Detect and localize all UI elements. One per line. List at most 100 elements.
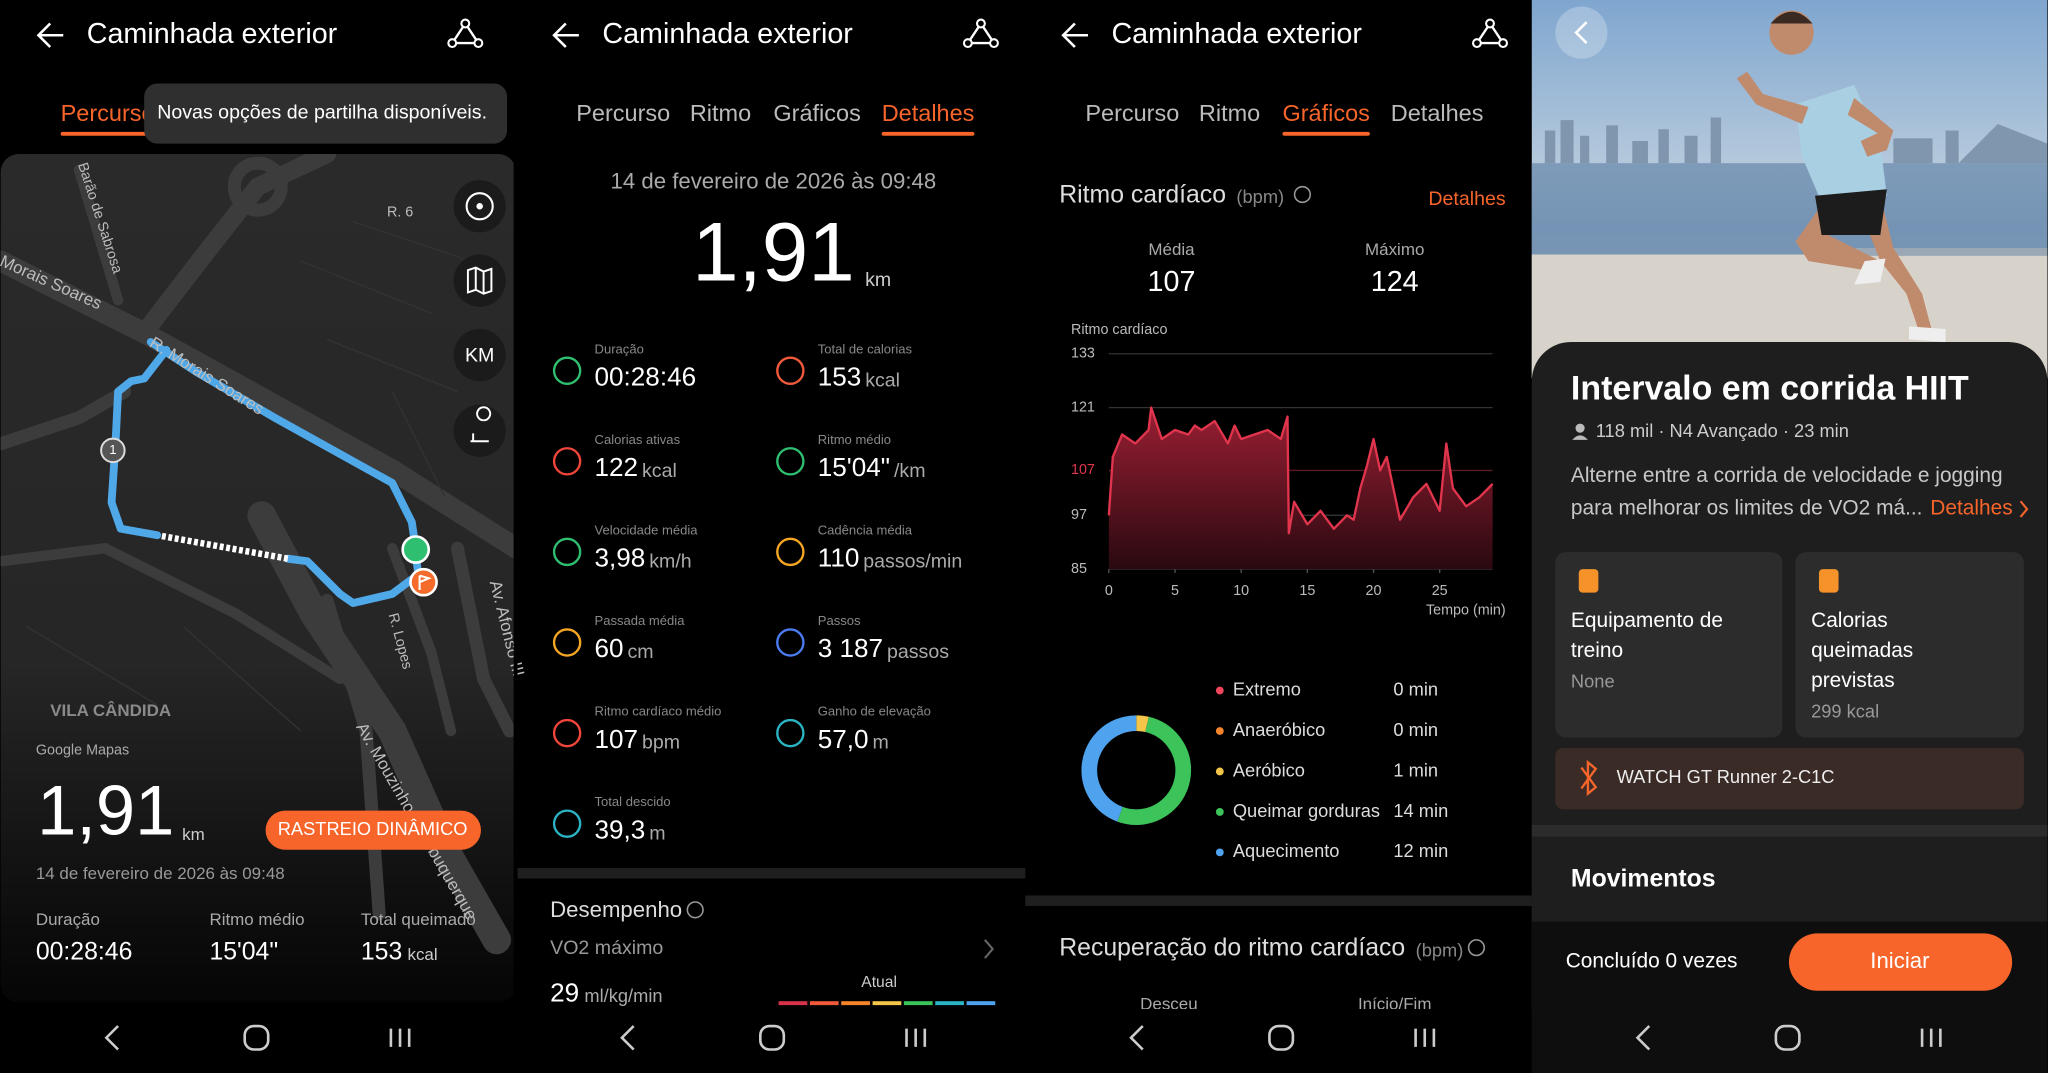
info-icon xyxy=(1467,939,1486,957)
map-credit: Google Mapas xyxy=(36,742,129,758)
metric-label: Velocidade média xyxy=(595,522,699,537)
scale-segment xyxy=(966,1001,996,1006)
section-title: Recuperação do ritmo cardíaco xyxy=(1059,935,1405,962)
nav-bar xyxy=(1025,1009,1532,1073)
card-title: treino xyxy=(1571,639,1623,662)
legend-dot xyxy=(1215,767,1224,776)
metric-value: 3 187 xyxy=(818,633,883,663)
nav-recents[interactable] xyxy=(389,1028,411,1047)
start-button[interactable] xyxy=(1788,933,2013,991)
tab[interactable]: Detalhes xyxy=(1391,100,1484,126)
scale-segment xyxy=(872,1001,902,1006)
metric-value: 00:28:46 xyxy=(595,361,697,391)
tooltip-text: Novas opções de partilha disponíveis. xyxy=(157,102,487,124)
section-title: Desempenho xyxy=(550,897,682,922)
metric-value: 29 xyxy=(550,978,579,1008)
tab[interactable]: Percurso xyxy=(61,100,155,126)
card-value: None xyxy=(1571,671,1615,692)
metric-unit: kcal xyxy=(642,460,677,482)
column-label: Desceu xyxy=(1140,995,1197,1014)
stat-value: 107 xyxy=(1148,266,1196,298)
tracking-button[interactable] xyxy=(265,810,481,850)
stat-label: Duração xyxy=(36,910,100,929)
stat-label: Máximo xyxy=(1365,240,1424,259)
legend-label: Aquecimento xyxy=(1233,840,1340,861)
info-icon xyxy=(686,901,704,919)
metric-icon xyxy=(552,718,582,748)
legend-value: 0 min xyxy=(1393,719,1438,740)
legend-value: 14 min xyxy=(1393,800,1448,821)
legend-label: Anaeróbico xyxy=(1233,719,1325,740)
distance-value: 1,91 xyxy=(37,770,174,849)
line xyxy=(1107,406,1494,535)
nav-home[interactable] xyxy=(1774,1024,1801,1051)
nav-recents[interactable] xyxy=(1920,1028,1942,1047)
tab[interactable]: Ritmo xyxy=(1199,100,1260,126)
metric-value: 60 xyxy=(595,633,624,663)
locate-icon xyxy=(465,192,494,221)
nav-back[interactable] xyxy=(104,1025,120,1051)
legend-label: Aeróbico xyxy=(1233,759,1305,780)
card-title: Equipamento de xyxy=(1571,609,1723,632)
workout-title: Intervalo em corrida HIIT xyxy=(1571,369,1969,407)
stat-label: Ritmo médio xyxy=(209,910,304,929)
scale-marker: Atual xyxy=(861,974,897,991)
metric-icon xyxy=(776,356,805,385)
tab[interactable]: Gráficos xyxy=(1282,100,1369,126)
tab-underline xyxy=(1282,131,1370,136)
metric-value: 57,0 xyxy=(818,724,869,754)
legend-dot xyxy=(1215,848,1224,857)
details-link[interactable]: Detalhes xyxy=(1930,497,2012,520)
map-control[interactable] xyxy=(453,404,506,457)
nav-home[interactable] xyxy=(759,1024,786,1051)
details-link[interactable]: Detalhes xyxy=(1428,188,1505,210)
share-node xyxy=(473,38,484,49)
map-control[interactable] xyxy=(453,328,506,382)
metric-value: 153 xyxy=(818,361,862,391)
card-title: Calorias xyxy=(1811,609,1888,632)
metric-icon xyxy=(552,537,582,567)
page-title: Caminhada exterior xyxy=(602,18,853,50)
nav-recents[interactable] xyxy=(905,1028,927,1047)
date: 14 de fevereiro de 2026 às 09:48 xyxy=(611,169,937,194)
metric-label: Ganho de elevação xyxy=(818,704,931,719)
tab[interactable]: Ritmo xyxy=(690,100,751,126)
metric-value: 39,3 xyxy=(595,814,646,844)
tab[interactable]: Percurso xyxy=(1085,100,1179,126)
metric-unit: cm xyxy=(627,641,653,663)
divider xyxy=(1531,824,2048,837)
back-button[interactable] xyxy=(1574,21,1588,44)
metric-label: Duração xyxy=(595,341,644,356)
distance-unit: km xyxy=(182,825,205,844)
tab[interactable]: Percurso xyxy=(576,100,670,126)
share-node xyxy=(447,38,458,49)
nav-back[interactable] xyxy=(1635,1025,1651,1051)
back-button[interactable] xyxy=(1061,22,1088,48)
map-control[interactable] xyxy=(453,254,506,307)
x-tick-label: 0 xyxy=(1105,583,1113,599)
tab[interactable]: Detalhes xyxy=(882,100,975,126)
y-tick-label: 133 xyxy=(1071,346,1095,362)
share-node xyxy=(1471,38,1482,49)
back-button[interactable] xyxy=(552,22,579,48)
nav-back[interactable] xyxy=(620,1025,635,1051)
card-title: queimadas xyxy=(1811,639,1913,662)
back-button[interactable] xyxy=(36,22,64,48)
x-tick-label: 15 xyxy=(1299,583,1315,599)
legend-value: 0 min xyxy=(1393,678,1438,699)
tab[interactable]: Gráficos xyxy=(773,100,860,126)
metric-label: Calorias ativas xyxy=(595,432,681,447)
nav-recents[interactable] xyxy=(1414,1028,1436,1047)
description: Alterne entre a corrida de velocidade e … xyxy=(1571,464,2003,487)
nav-home[interactable] xyxy=(243,1024,270,1051)
metric-unit: ml/kg/min xyxy=(584,985,662,1006)
waypoint-label: 1 xyxy=(109,442,116,457)
card-title: previstas xyxy=(1811,669,1895,692)
nav-home[interactable] xyxy=(1268,1024,1295,1051)
chevron[interactable] xyxy=(984,939,995,959)
metric-label: VO2 máximo xyxy=(550,937,663,959)
start-button-label[interactable]: Iniciar xyxy=(1870,948,1930,973)
metric-icon xyxy=(552,356,582,385)
nav-back[interactable] xyxy=(1129,1025,1144,1051)
stat-value: 153 xyxy=(361,938,402,965)
